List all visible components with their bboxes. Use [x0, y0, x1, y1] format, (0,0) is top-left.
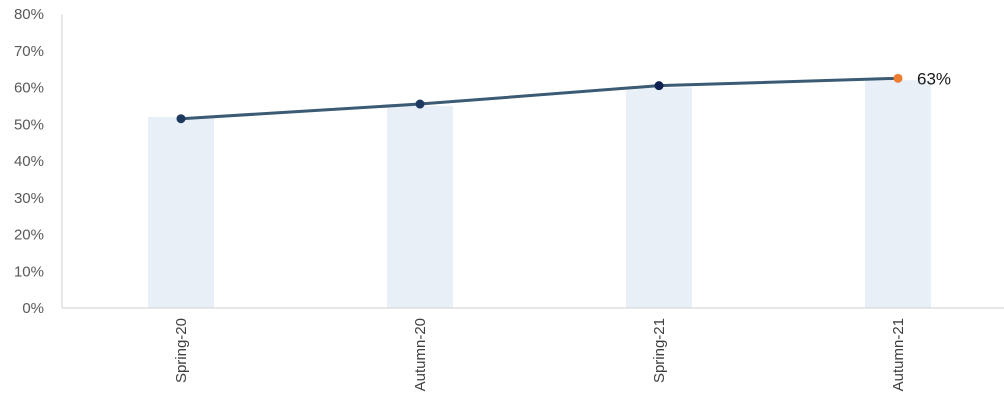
y-tick-label: 70% [14, 43, 44, 60]
y-tick-label: 0% [22, 300, 44, 317]
x-tick-label: Spring-20 [173, 318, 190, 383]
bar [148, 116, 214, 309]
bar [387, 105, 453, 308]
data-labels: 63% [917, 69, 951, 88]
x-tick-label: Autumn-21 [890, 318, 907, 391]
y-tick-label: 60% [14, 80, 44, 97]
y-tick-label: 20% [14, 227, 44, 244]
point-marker [893, 73, 903, 83]
bar [626, 87, 692, 308]
line-series [180, 76, 899, 121]
y-tick-label: 10% [14, 263, 44, 280]
data-label: 63% [917, 69, 951, 88]
x-tick-label: Autumn-20 [412, 318, 429, 391]
markers [176, 73, 903, 124]
point-marker [654, 81, 664, 91]
point-marker [415, 99, 425, 109]
y-tick-label: 80% [14, 6, 44, 23]
bar [865, 80, 931, 309]
y-tick-label: 50% [14, 116, 44, 133]
y-tick-label: 40% [14, 153, 44, 170]
bar-group [148, 80, 931, 309]
series-line [180, 76, 899, 121]
y-tick-labels: 0% 10% 20% 30% 40% 50% 60% 70% 80% [14, 6, 44, 317]
x-tick-label: Spring-21 [651, 318, 668, 383]
point-marker [176, 114, 186, 124]
y-tick-label: 30% [14, 190, 44, 207]
x-tick-labels: Spring-20 Autumn-20 Spring-21 Autumn-21 [173, 318, 907, 391]
